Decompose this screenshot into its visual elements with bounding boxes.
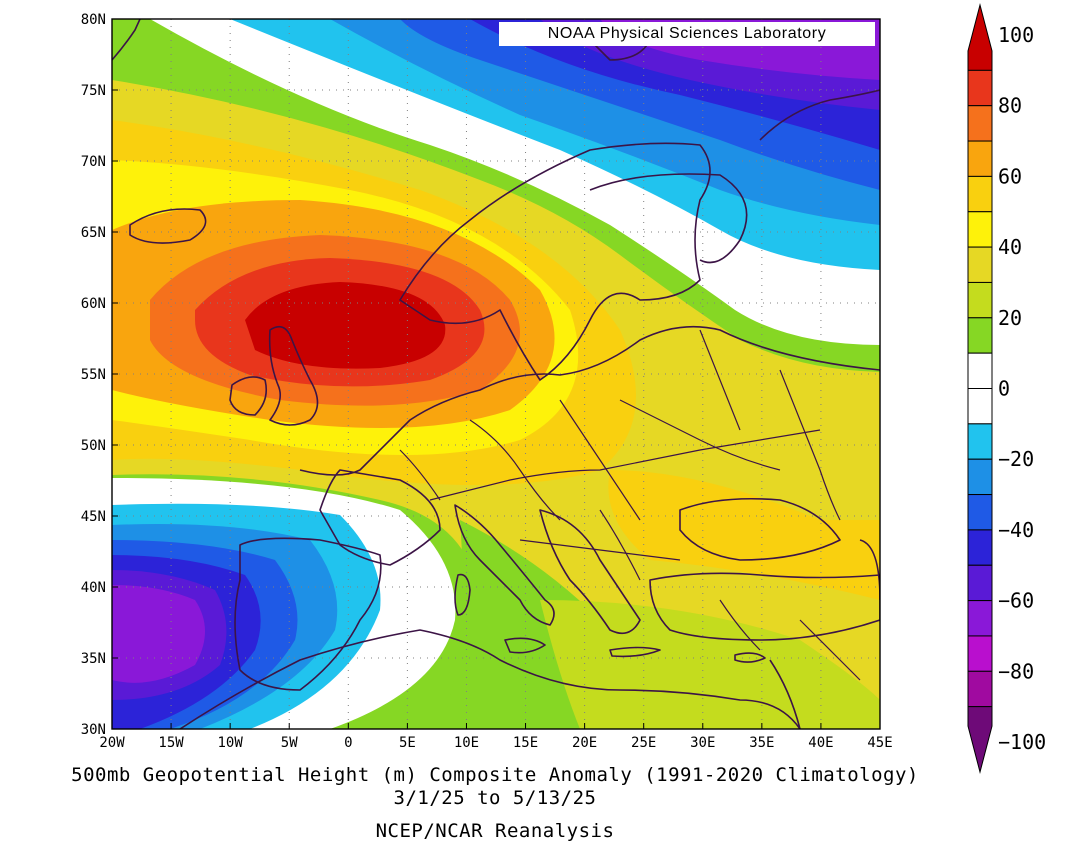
lat-label: 40N bbox=[81, 580, 106, 596]
borders bbox=[399, 329, 861, 681]
lon-label: 25E bbox=[631, 735, 656, 751]
lat-label: 55N bbox=[81, 367, 106, 383]
lon-label: 35E bbox=[749, 735, 774, 751]
colorbar-swatch bbox=[967, 564, 993, 602]
lat-label: 30N bbox=[81, 722, 106, 738]
coastlines bbox=[112, 19, 880, 729]
colorbar-label: 100 bbox=[998, 23, 1034, 47]
colorbar-swatch bbox=[967, 670, 993, 708]
colorbar-swatch bbox=[967, 458, 993, 496]
credit-label: NOAA Physical Sciences Laboratory bbox=[499, 22, 875, 46]
colorbar-swatch bbox=[967, 140, 993, 177]
lon-label: 0 bbox=[344, 735, 352, 751]
lon-label: 45E bbox=[867, 735, 892, 751]
colorbar-swatch bbox=[967, 635, 993, 672]
lon-label: 5E bbox=[399, 735, 416, 751]
colorbar-label: −80 bbox=[998, 659, 1034, 683]
lat-label: 60N bbox=[81, 296, 106, 312]
lon-label: 10E bbox=[454, 735, 479, 751]
colorbar-label: 20 bbox=[998, 306, 1022, 330]
colorbar: 100 80 60 40 20 0 −20 −40 −60 −80 −100 bbox=[967, 3, 1046, 774]
colorbar-swatch bbox=[967, 352, 993, 389]
colorbar-label: −60 bbox=[998, 589, 1034, 613]
colorbar-label: −100 bbox=[998, 730, 1046, 754]
colorbar-swatch bbox=[967, 3, 993, 71]
colorbar-label: −20 bbox=[998, 447, 1034, 471]
lat-label: 80N bbox=[81, 12, 106, 28]
colorbar-label: 80 bbox=[998, 94, 1022, 118]
lon-label: 30E bbox=[690, 735, 715, 751]
colorbar-swatches bbox=[967, 3, 993, 774]
colorbar-swatch bbox=[967, 423, 993, 460]
lat-label: 75N bbox=[81, 83, 106, 99]
lon-label: 15W bbox=[158, 735, 184, 751]
longitude-labels: 20W 15W 10W 5W 0 5E 10E 15E 20E 25E 30E 35E 40E 45E bbox=[99, 735, 892, 751]
colorbar-swatch bbox=[967, 317, 993, 354]
date-range: 3/1/25 to 5/13/25 bbox=[393, 787, 597, 809]
lon-label: 20W bbox=[99, 735, 125, 751]
colorbar-swatch bbox=[967, 600, 993, 637]
axis-ticks bbox=[111, 18, 881, 730]
lon-label: 10W bbox=[218, 735, 244, 751]
lon-label: 40E bbox=[808, 735, 833, 751]
chart-title: 500mb Geopotential Height (m) Composite … bbox=[71, 764, 919, 786]
latitude-labels: 30N 35N 40N 45N 50N 55N 60N 65N 70N 75N 80N bbox=[81, 12, 106, 738]
colorbar-swatch bbox=[967, 175, 993, 213]
lat-label: 45N bbox=[81, 509, 106, 525]
lon-label: 15E bbox=[513, 735, 538, 751]
colorbar-swatch bbox=[967, 529, 993, 566]
lat-label: 70N bbox=[81, 154, 106, 170]
anomaly-map: 20W 15W 10W 5W 0 5E 10E 15E 20E 25E 30E 35E 40E 45E 3… bbox=[81, 12, 893, 751]
colorbar-label: 60 bbox=[998, 164, 1022, 188]
colorbar-swatch bbox=[967, 69, 993, 107]
colorbar-swatch bbox=[967, 211, 993, 248]
colorbar-labels: 100 80 60 40 20 0 −20 −40 −60 −80 −100 bbox=[998, 23, 1046, 754]
colorbar-label: 40 bbox=[998, 235, 1022, 259]
colorbar-swatch bbox=[967, 388, 993, 425]
anomaly-fill-field bbox=[112, 19, 880, 729]
colorbar-label: −40 bbox=[998, 518, 1034, 542]
lat-label: 35N bbox=[81, 651, 106, 667]
lat-label: 50N bbox=[81, 438, 106, 454]
lon-label: 20E bbox=[572, 735, 597, 751]
colorbar-label: 0 bbox=[998, 377, 1010, 401]
colorbar-swatch bbox=[967, 281, 993, 319]
colorbar-swatch bbox=[967, 494, 993, 531]
lon-label: 5W bbox=[281, 735, 298, 751]
data-source: NCEP/NCAR Reanalysis bbox=[375, 820, 615, 842]
colorbar-swatch bbox=[967, 246, 993, 283]
lat-label: 65N bbox=[81, 225, 106, 241]
colorbar-swatch bbox=[967, 105, 993, 142]
colorbar-swatch bbox=[967, 706, 993, 774]
